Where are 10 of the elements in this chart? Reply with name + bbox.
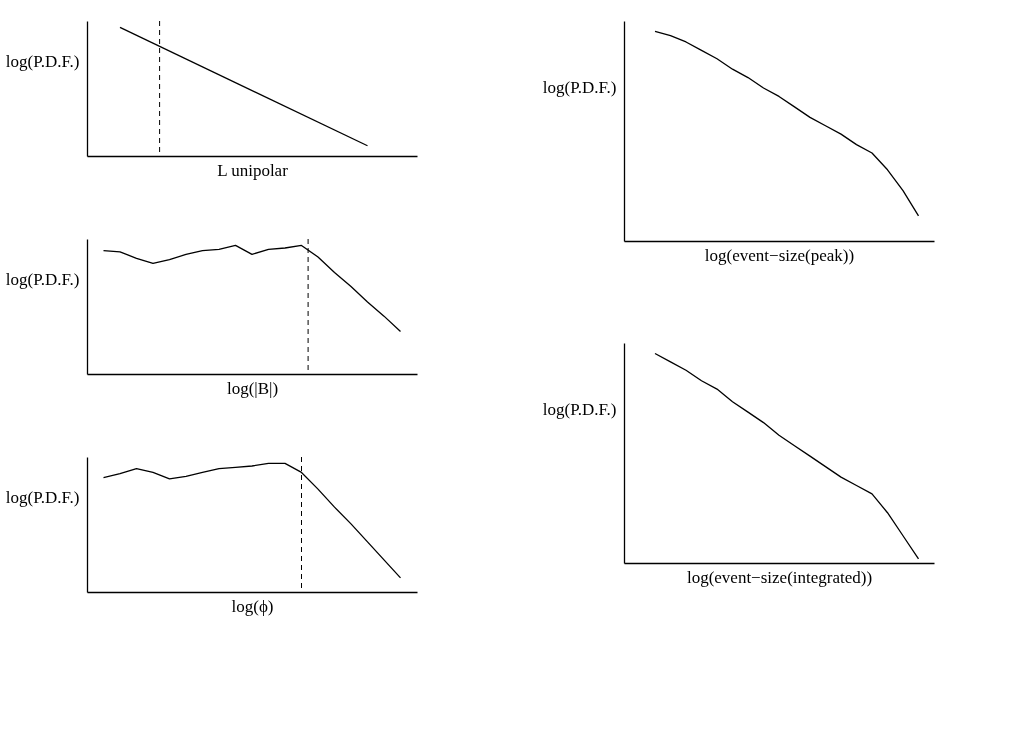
y-axis-title: log(P.D.F.) (5, 52, 80, 71)
y-axis-title: log(P.D.F.) (5, 270, 80, 289)
y-axis-title: log(P.D.F.) (5, 488, 80, 507)
x-axis-title: log(event−size(integrated)) (686, 567, 873, 587)
y-axis-title: log(P.D.F.) (542, 399, 617, 419)
x-axis-title: log(ϕ) (231, 596, 274, 616)
x-axis-title: L unipolar (217, 160, 289, 180)
x-axis-title: log(event−size(peak)) (704, 245, 855, 265)
x-axis-title: log(|B|) (226, 378, 279, 398)
y-axis-title: log(P.D.F.) (542, 77, 617, 97)
